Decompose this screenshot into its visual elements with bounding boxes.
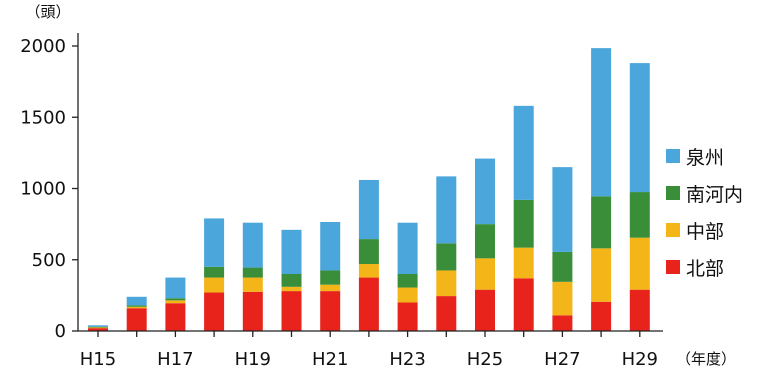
- bar-segment-H25-中部: [475, 258, 495, 290]
- bar-segment-H17-北部: [165, 303, 186, 331]
- bar-segment-H27-泉州: [552, 167, 573, 252]
- bar-segment-H22-泉州: [358, 179, 379, 240]
- x-tick-label: H17: [157, 349, 193, 370]
- bar-segment-H16-北部: [126, 308, 147, 331]
- bars: [88, 48, 650, 331]
- bar-segment-H25-南河内: [475, 224, 495, 259]
- bar-segment-H21-南河内: [320, 270, 341, 285]
- bar-segment-H27-北部: [552, 315, 573, 331]
- bar-segment-H28-南河内: [591, 196, 612, 249]
- legend-label: 北部: [686, 258, 724, 280]
- bar-segment-H28-北部: [591, 301, 612, 331]
- bar-segment-H16-泉州: [126, 296, 147, 306]
- x-tick-label: H19: [235, 349, 271, 370]
- legend-label: 泉州: [686, 147, 724, 169]
- bar-segment-H24-南河内: [436, 243, 457, 271]
- legend-label: 中部: [686, 221, 724, 243]
- bar-segment-H21-泉州: [320, 221, 341, 271]
- bar-segment-H26-南河内: [513, 199, 534, 248]
- bar-segment-H18-南河内: [204, 266, 225, 278]
- bar-segment-H17-南河内: [165, 298, 186, 301]
- y-axis-label: （頭）: [25, 3, 70, 21]
- x-tick-label: H27: [544, 349, 580, 370]
- bar-segment-H29-泉州: [629, 63, 650, 193]
- x-tick-label: H29: [622, 349, 658, 370]
- bar-segment-H24-中部: [436, 270, 457, 297]
- legend-swatch-南河内: [666, 186, 680, 200]
- x-axis-label: （年度）: [676, 350, 736, 368]
- bar-segment-H15-中部: [88, 327, 108, 329]
- bar-segment-H29-中部: [629, 237, 650, 290]
- bar-segment-H26-北部: [513, 278, 534, 331]
- y-tick-label: 1500: [20, 107, 66, 128]
- bar-segment-H19-北部: [242, 291, 263, 331]
- bar-segment-H29-南河内: [629, 192, 650, 238]
- bar-segment-H19-泉州: [242, 222, 263, 268]
- bar-segment-H28-泉州: [591, 48, 612, 197]
- bar-segment-H19-南河内: [242, 267, 263, 278]
- bar-segment-H21-中部: [320, 284, 341, 292]
- bar-segment-H27-中部: [552, 281, 573, 316]
- bar-segment-H19-中部: [242, 277, 263, 292]
- bar-segment-H20-北部: [281, 291, 302, 331]
- bar-segment-H22-中部: [358, 264, 379, 278]
- bar-segment-H28-中部: [591, 248, 612, 302]
- bar-segment-H17-泉州: [165, 277, 186, 299]
- legend-label: 南河内: [686, 184, 743, 206]
- x-tick-label: H21: [312, 349, 348, 370]
- bar-segment-H24-北部: [436, 296, 457, 331]
- y-tick-label: 0: [55, 321, 66, 342]
- bar-segment-H17-中部: [165, 300, 186, 304]
- bar-segment-H22-北部: [358, 277, 379, 331]
- bar-segment-H20-泉州: [281, 229, 302, 274]
- x-axis: H15 H17 H19 H21 H23 H25 H27 H29: [78, 330, 663, 370]
- bar-segment-H27-南河内: [552, 251, 573, 282]
- bar-segment-H26-中部: [513, 247, 534, 279]
- x-tick-label: H23: [389, 349, 425, 370]
- y-tick-label: 2000: [20, 36, 66, 57]
- x-tick-label: H25: [467, 349, 503, 370]
- bar-segment-H23-南河内: [397, 274, 418, 288]
- bar-segment-H20-中部: [281, 286, 302, 292]
- bar-segment-H25-泉州: [475, 158, 495, 225]
- bar-segment-H15-泉州: [88, 325, 108, 327]
- bar-segment-H22-南河内: [358, 239, 379, 265]
- bar-segment-H18-中部: [204, 277, 225, 293]
- bar-segment-H16-南河内: [126, 305, 147, 307]
- bar-segment-H23-中部: [397, 287, 418, 303]
- bar-segment-H20-南河内: [281, 274, 302, 287]
- bar-segment-H18-北部: [204, 292, 225, 331]
- bar-segment-H23-泉州: [397, 222, 418, 274]
- y-tick-label: 1000: [20, 179, 66, 200]
- legend-swatch-泉州: [666, 149, 680, 163]
- bar-segment-H15-南河内: [88, 326, 108, 328]
- bar-segment-H25-北部: [475, 289, 495, 331]
- legend-swatch-北部: [666, 260, 680, 274]
- x-tick-label: H15: [80, 349, 116, 370]
- legend-swatch-中部: [666, 223, 680, 237]
- bar-segment-H21-北部: [320, 291, 341, 331]
- bar-segment-H18-泉州: [204, 218, 225, 267]
- y-axis: 0 500 1000 1500 2000: [20, 33, 79, 342]
- y-tick-label: 500: [32, 250, 66, 271]
- bar-segment-H15-北部: [88, 328, 108, 331]
- bar-segment-H26-泉州: [513, 105, 534, 200]
- bar-segment-H29-北部: [629, 289, 650, 331]
- bar-segment-H16-中部: [126, 306, 147, 309]
- bar-segment-H24-泉州: [436, 176, 457, 244]
- bar-segment-H23-北部: [397, 302, 418, 331]
